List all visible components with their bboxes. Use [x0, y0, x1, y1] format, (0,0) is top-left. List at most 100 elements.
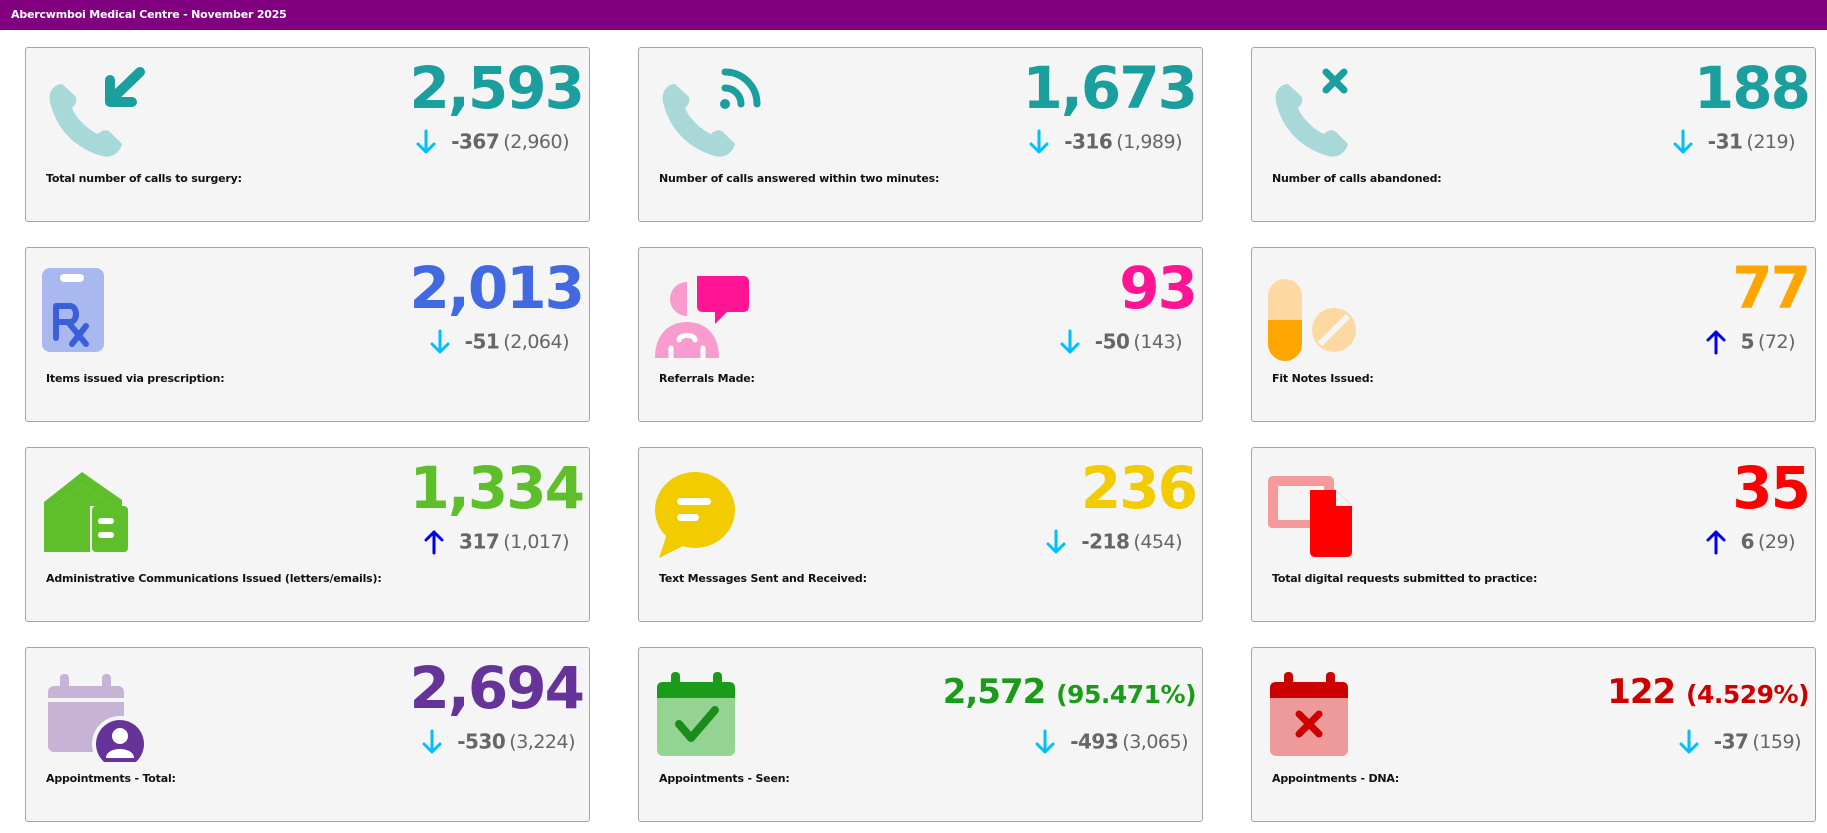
metric-value: 122 (4.529%)	[1607, 670, 1809, 717]
arrow-down-icon	[416, 129, 436, 153]
change-value: -37	[1713, 729, 1749, 754]
arrow-down-icon	[1035, 729, 1055, 753]
metric-value: 35	[1732, 454, 1811, 522]
metric-label: Fit Notes Issued:	[1272, 372, 1374, 385]
card-prescriptions: 2,013 -51 (2,064) Items issued via prescr…	[25, 247, 590, 422]
calendar-cross-icon	[1266, 662, 1378, 762]
arrow-up-icon	[1706, 330, 1726, 354]
metric-label: Total number of calls to surgery:	[46, 172, 242, 185]
arrow-down-icon	[1679, 729, 1699, 753]
metric-change: -367 (2,960)	[415, 128, 569, 158]
card-appointments-total: 2,694 -530 (3,224) Appointments - Total:	[25, 647, 590, 822]
previous-value: (454)	[1133, 530, 1182, 553]
metric-change: 317 (1,017)	[423, 528, 569, 558]
previous-value: (143)	[1133, 330, 1182, 353]
previous-value: (2,960)	[503, 130, 569, 153]
metric-change: -530 (3,224)	[421, 728, 575, 758]
previous-value: (159)	[1752, 730, 1801, 753]
metric-value: 1,334	[409, 454, 585, 522]
arrow-down-icon	[1046, 529, 1066, 553]
metric-value: 2,572 (95.471%)	[942, 670, 1197, 717]
metric-label: Appointments - Seen:	[659, 772, 790, 785]
metric-label: Appointments - Total:	[46, 772, 176, 785]
metric-change: -50 (143)	[1059, 328, 1182, 358]
arrow-up-icon	[424, 530, 444, 554]
metric-label: Items issued via prescription:	[46, 372, 225, 385]
metric-change: -51 (2,064)	[429, 328, 569, 358]
previous-value: (72)	[1757, 330, 1796, 353]
metric-change: -316 (1,989)	[1028, 128, 1182, 158]
arrow-down-icon	[422, 729, 442, 753]
metric-change: -31 (219)	[1672, 128, 1795, 158]
previous-value: (3,224)	[509, 730, 575, 753]
previous-value: (3,065)	[1122, 730, 1188, 753]
previous-value: (2,064)	[503, 330, 569, 353]
change-value: 6	[1740, 529, 1755, 554]
house-mail-icon	[40, 462, 152, 562]
metric-change: -493 (3,065)	[1034, 728, 1188, 758]
chat-bubble-icon	[653, 462, 765, 562]
card-total-calls: 2,593 -367 (2,960) Total number of calls …	[25, 47, 590, 222]
calendar-person-icon	[40, 662, 152, 772]
card-calls-abandoned: 188 -31 (219) Number of calls abandoned:	[1251, 47, 1816, 222]
metric-percentage: (95.471%)	[1056, 680, 1196, 709]
title-bar: Abercwmboi Medical Centre - November 202…	[0, 0, 1827, 30]
phone-cancelled-icon	[1266, 62, 1378, 162]
change-value: 317	[459, 529, 500, 554]
metric-change: 6 (29)	[1705, 528, 1796, 558]
card-appointments-dna: 122 (4.529%) -37 (159) Appointments - DNA…	[1251, 647, 1816, 822]
card-digital-requests: 35 6 (29) Total digital requests submitte…	[1251, 447, 1816, 622]
phone-incoming-icon	[40, 62, 152, 162]
arrow-down-icon	[1673, 129, 1693, 153]
metric-label: Number of calls answered within two minu…	[659, 172, 940, 185]
metric-value: 2,593	[409, 54, 585, 122]
metric-label: Administrative Communications Issued (le…	[46, 572, 382, 585]
metric-label: Referrals Made:	[659, 372, 755, 385]
metric-change: -37 (159)	[1678, 728, 1801, 758]
card-fit-notes: 77 5 (72) Fit Notes Issued:	[1251, 247, 1816, 422]
arrow-down-icon	[1029, 129, 1049, 153]
previous-value: (219)	[1746, 130, 1795, 153]
card-referrals: 93 -50 (143) Referrals Made:	[638, 247, 1203, 422]
card-admin-comms: 1,334 317 (1,017) Administrative Communic…	[25, 447, 590, 622]
previous-value: (29)	[1757, 530, 1796, 553]
metric-value: 1,673	[1022, 54, 1198, 122]
metric-value: 2,694	[409, 654, 585, 722]
change-value: -218	[1081, 529, 1130, 554]
arrow-up-icon	[1706, 530, 1726, 554]
metric-label: Total digital requests submitted to prac…	[1272, 572, 1538, 585]
digital-document-icon	[1266, 462, 1378, 562]
change-value: 5	[1740, 329, 1755, 354]
metric-value-number: 122	[1607, 672, 1676, 712]
previous-value: (1,989)	[1116, 130, 1182, 153]
previous-value: (1,017)	[503, 530, 569, 553]
arrow-down-icon	[1060, 329, 1080, 353]
metric-value: 236	[1080, 454, 1198, 522]
metric-value: 93	[1119, 254, 1198, 322]
metric-change: -218 (454)	[1045, 528, 1182, 558]
change-value: -51	[464, 329, 500, 354]
card-calls-answered: 1,673 -316 (1,989) Number of calls answer…	[638, 47, 1203, 222]
metric-label: Number of calls abandoned:	[1272, 172, 1442, 185]
card-appointments-seen: 2,572 (95.471%) -493 (3,065) Appointments…	[638, 647, 1203, 822]
metric-value: 188	[1693, 54, 1811, 122]
change-value: -31	[1707, 129, 1743, 154]
metric-label: Text Messages Sent and Received:	[659, 572, 867, 585]
arrow-down-icon	[430, 329, 450, 353]
pills-icon	[1266, 262, 1378, 362]
prescription-clipboard-icon	[40, 262, 152, 362]
doctor-speech-icon	[653, 262, 765, 362]
phone-signal-icon	[653, 62, 765, 162]
change-value: -316	[1064, 129, 1113, 154]
change-value: -530	[457, 729, 506, 754]
page-title: Abercwmboi Medical Centre - November 202…	[11, 8, 287, 21]
change-value: -367	[451, 129, 500, 154]
metric-value: 77	[1732, 254, 1811, 322]
metric-label: Appointments - DNA:	[1272, 772, 1400, 785]
calendar-check-icon	[653, 662, 765, 762]
change-value: -493	[1070, 729, 1119, 754]
metric-change: 5 (72)	[1705, 328, 1796, 358]
metric-value: 2,013	[409, 254, 585, 322]
metric-value-number: 2,572	[942, 672, 1047, 712]
card-text-messages: 236 -218 (454) Text Messages Sent and Rec…	[638, 447, 1203, 622]
